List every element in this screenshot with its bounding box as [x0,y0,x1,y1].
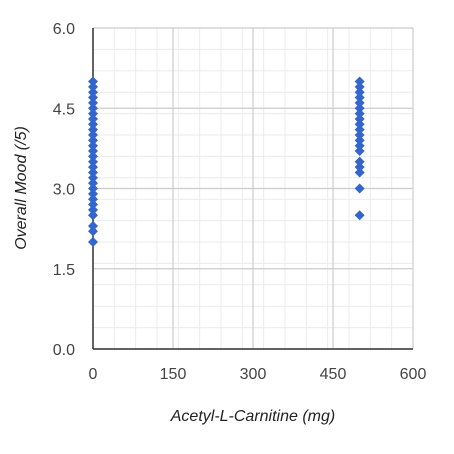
data-point [88,167,98,178]
data-point [88,172,98,183]
data-point [88,108,98,119]
data-point [354,113,365,124]
data-point [88,194,98,205]
data-point [354,108,365,119]
x-tick-label: 600 [400,366,427,383]
data-point [354,103,365,114]
y-tick-label: 4.5 [53,101,75,118]
data-point [88,119,98,130]
data-point [88,237,98,247]
data-point [354,119,365,130]
x-tick-label: 300 [240,366,267,383]
x-tick-label: 450 [320,366,347,383]
data-point [354,140,365,151]
data-point [354,156,365,167]
data-point [88,162,98,173]
data-point [88,81,98,92]
grid-lines [92,27,414,350]
data-point [88,87,98,98]
x-axis-title: Acetyl-L-Carnitine (mg) [170,408,335,425]
data-point [88,199,98,210]
y-tick-label: 1.5 [53,262,75,279]
data-point [354,92,365,103]
data-point [88,188,98,199]
y-axis-title: Overall Mood (/5) [13,126,30,250]
x-tick-label: 0 [89,366,98,383]
data-point [88,183,98,194]
data-point [88,178,98,189]
data-point [88,130,98,140]
data-point [88,92,98,103]
data-point [88,135,98,146]
data-point [88,113,98,124]
data-point [354,97,365,108]
y-tick-label: 6.0 [53,21,75,38]
data-point [354,81,365,92]
data-point [354,162,365,173]
data-point [88,140,98,151]
data-point [354,135,365,146]
data-point [354,210,365,221]
y-tick-label: 3.0 [53,182,75,199]
data-point [354,167,365,178]
data-point [88,124,98,135]
data-point [88,156,98,167]
data-points [88,76,365,247]
data-point [88,204,98,215]
data-point [88,226,98,237]
data-point [354,183,365,194]
data-point [88,103,98,114]
data-point [354,76,365,87]
y-tick-label: 0.0 [53,342,75,359]
data-point [354,130,365,140]
data-point [88,97,98,108]
data-point [354,146,365,157]
x-tick-label: 150 [160,366,187,383]
tick-labels: 0 150 300 450 600 0.0 1.5 3.0 4.5 6.0 [53,21,427,383]
data-point [88,151,98,162]
data-point [88,76,98,87]
data-point [88,210,98,221]
data-point [354,87,365,98]
data-point [88,146,98,157]
data-point [88,220,98,231]
data-point [354,124,365,135]
